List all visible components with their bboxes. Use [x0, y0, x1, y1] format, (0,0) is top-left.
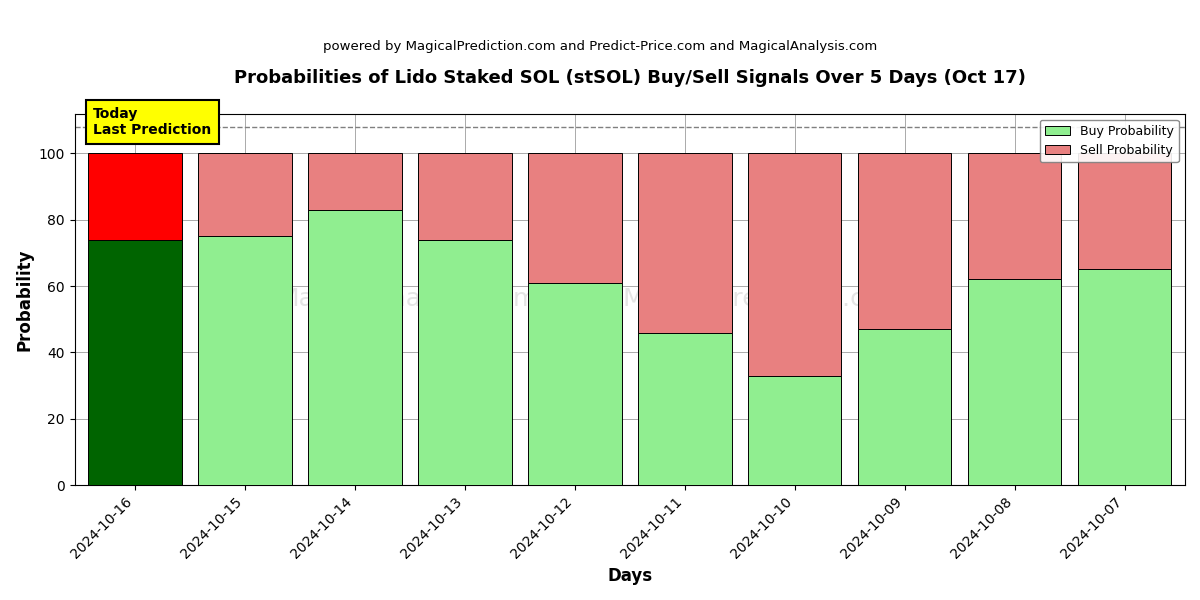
Text: MagicalAnalysis.com: MagicalAnalysis.com — [277, 287, 538, 311]
Bar — [638, 154, 732, 332]
Bar — [198, 236, 292, 485]
Bar — [528, 154, 622, 283]
Text: MagicalPrediction.com: MagicalPrediction.com — [623, 287, 904, 311]
Bar — [968, 154, 1061, 280]
Bar — [968, 280, 1061, 485]
Bar — [419, 154, 511, 239]
Bar — [419, 239, 511, 485]
Bar — [748, 376, 841, 485]
Bar — [1078, 269, 1171, 485]
Bar — [308, 210, 402, 485]
Bar — [198, 154, 292, 236]
Bar — [858, 154, 952, 329]
Bar — [748, 154, 841, 376]
Text: Today
Last Prediction: Today Last Prediction — [94, 107, 211, 137]
Y-axis label: Probability: Probability — [16, 248, 34, 350]
Bar — [858, 329, 952, 485]
Bar — [638, 332, 732, 485]
X-axis label: Days: Days — [607, 567, 653, 585]
Title: Probabilities of Lido Staked SOL (stSOL) Buy/Sell Signals Over 5 Days (Oct 17): Probabilities of Lido Staked SOL (stSOL)… — [234, 69, 1026, 87]
Bar — [89, 154, 182, 239]
Bar — [1078, 154, 1171, 269]
Bar — [308, 154, 402, 210]
Bar — [89, 239, 182, 485]
Legend: Buy Probability, Sell Probability: Buy Probability, Sell Probability — [1040, 120, 1178, 162]
Text: powered by MagicalPrediction.com and Predict-Price.com and MagicalAnalysis.com: powered by MagicalPrediction.com and Pre… — [323, 40, 877, 53]
Bar — [528, 283, 622, 485]
